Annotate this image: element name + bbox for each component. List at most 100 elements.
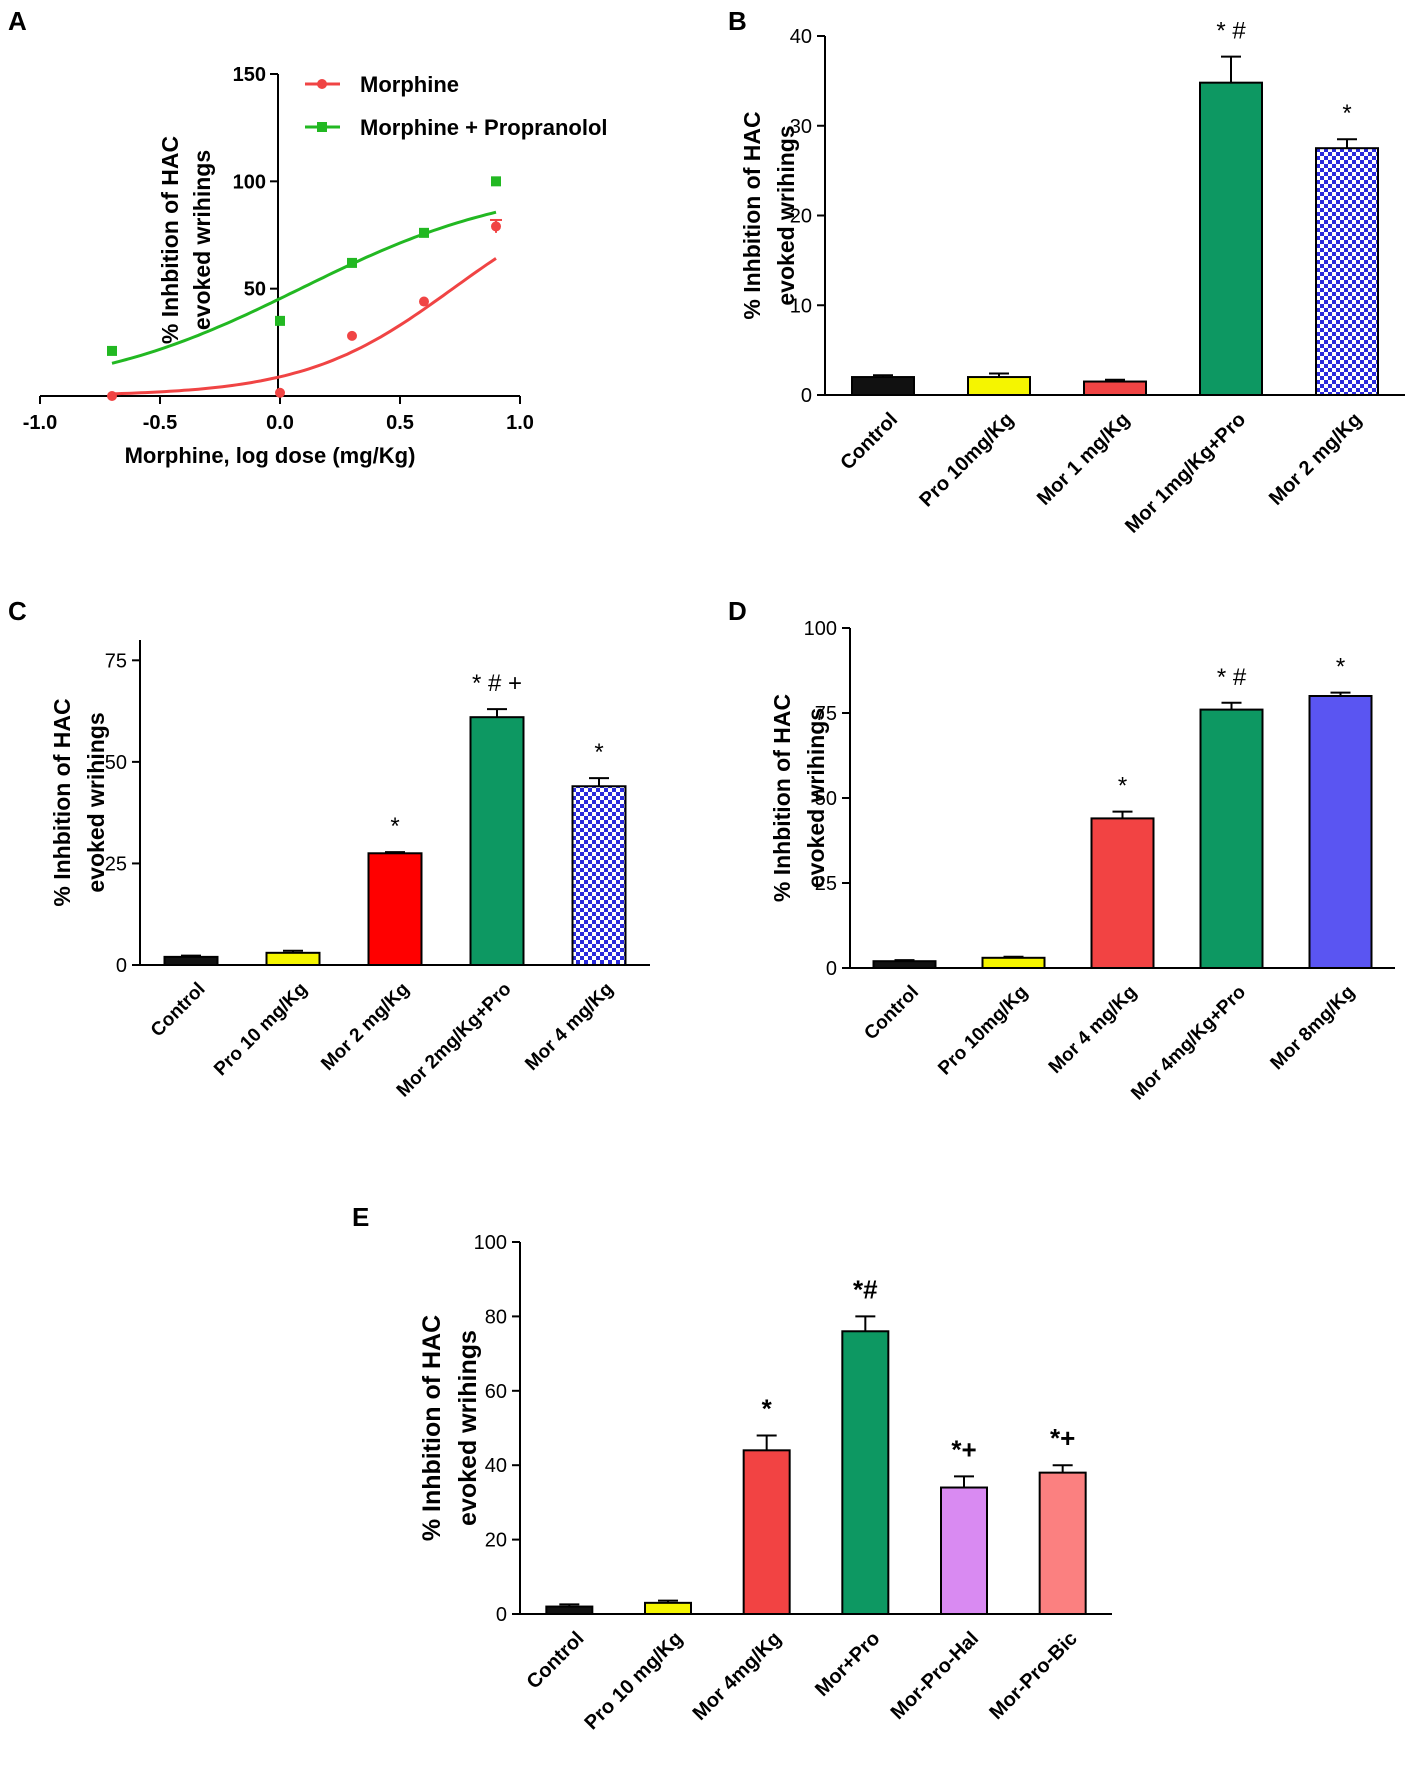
significance-label-e: *+ <box>951 1434 976 1464</box>
bar-e-4 <box>940 1486 988 1616</box>
category-label-group-d: Pro 10mg/Kg <box>934 982 1032 1080</box>
y-tick-label-e: 20 <box>485 1530 507 1552</box>
category-label-b: Control <box>836 409 902 475</box>
category-label-e: Mor+Pro <box>811 1628 884 1701</box>
significance-label-c: * # + <box>472 670 522 697</box>
category-label-d: Pro 10mg/Kg <box>934 982 1032 1080</box>
y-tick-label-b: 0 <box>801 385 812 407</box>
bar-b-3 <box>1199 81 1263 396</box>
legend-label: Morphine + Propranolol <box>360 115 608 140</box>
y-axis-label-a: % Inhbition of HAC evoked wrihings <box>157 136 215 344</box>
significance-label-e: *+ <box>1050 1423 1075 1453</box>
category-label-group-e: Control <box>523 1628 589 1694</box>
y-axis-label-line2: evoked wrihings <box>773 125 799 305</box>
category-label-group-e: Mor-Pro-Bic <box>985 1628 1081 1724</box>
significance-label-e: * <box>762 1393 773 1423</box>
category-label-group-b: Mor 1 mg/Kg <box>1033 409 1134 510</box>
y-axis-label-line1: % Inhbition of HAC <box>157 136 183 344</box>
point-morphine-propranolol <box>275 315 285 326</box>
y-axis-label-line1: % Inhbition of HAC <box>49 698 75 906</box>
bar-b-1 <box>967 376 1031 396</box>
y-axis-label-line2: evoked wrihings <box>83 712 109 892</box>
x-tick-label-a: -1.0 <box>23 412 57 434</box>
category-label-c: Control <box>147 979 210 1042</box>
y-tick-label-b: 20 <box>790 206 812 228</box>
y-axis-label-line2: evoked wrihings <box>454 1330 482 1526</box>
category-label-group-d: Mor 4mg/Kg+Pro <box>1127 982 1250 1105</box>
x-tick-label-a: -0.5 <box>143 412 177 434</box>
point-morphine <box>347 330 357 341</box>
panel-label-a: A <box>8 6 27 36</box>
y-tick-label-e: 60 <box>485 1381 507 1403</box>
category-label-b: Mor 2 mg/Kg <box>1265 409 1366 510</box>
bar-d-1 <box>981 956 1046 969</box>
x-axis-label-a: Morphine, log dose (mg/Kg) <box>125 443 416 468</box>
category-label-e: Mor-Pro-Bic <box>985 1628 1081 1724</box>
legend-marker <box>317 79 327 89</box>
category-label-c: Mor 2 mg/Kg <box>317 979 413 1075</box>
category-label-group-e: Mor+Pro <box>811 1628 884 1701</box>
x-tick-label-a: 0.5 <box>386 412 414 434</box>
point-morphine-propranolol <box>107 345 117 356</box>
category-label-e: Pro 10 mg/Kg <box>580 1628 687 1735</box>
bar-d-0 <box>872 960 937 970</box>
bar-c-1 <box>265 951 321 966</box>
panel-label-b: B <box>728 6 747 36</box>
category-label-b: Pro 10mg/Kg <box>915 409 1018 512</box>
y-tick-label-c: 50 <box>105 752 127 774</box>
category-label-c: Mor 2mg/Kg+Pro <box>393 979 516 1102</box>
point-morphine <box>491 221 501 232</box>
category-label-group-e: Mor-Pro-Hal <box>887 1628 983 1724</box>
y-tick-label-a: 100 <box>233 171 266 193</box>
category-label-d: Control <box>860 982 923 1045</box>
bar-d-3 <box>1199 708 1264 969</box>
category-label-group-b: Mor 2 mg/Kg <box>1265 409 1366 510</box>
category-label-group-c: Mor 2mg/Kg+Pro <box>393 979 516 1102</box>
y-tick-label-c: 75 <box>105 650 127 672</box>
significance-label-d: * <box>1336 654 1345 681</box>
y-tick-label-b: 40 <box>790 26 812 48</box>
legend-marker <box>317 122 327 132</box>
y-tick-label-a: 150 <box>233 64 266 86</box>
y-tick-label-d: 75 <box>815 703 837 725</box>
bar-b-0 <box>851 376 915 396</box>
y-axis-label-line2: evoked wrihings <box>803 708 829 888</box>
category-label-group-c: Mor 2 mg/Kg <box>317 979 413 1075</box>
chart-d: 0 25 50 75 100 % Inhbition of HAC evoked wrihi… <box>769 618 1395 1104</box>
bar-e-1 <box>644 1601 692 1615</box>
y-tick-label-e: 40 <box>485 1455 507 1477</box>
significance-label-b: * # <box>1216 18 1246 45</box>
point-morphine <box>419 296 429 307</box>
y-tick-label-d: 100 <box>804 618 837 640</box>
y-axis-label-line2: evoked wrihings <box>189 150 215 330</box>
chart-a: -1.0 -0.5 0.0 0.5 1.0 50 100 150 Morphine, log d… <box>23 64 608 468</box>
chart-c: 0 25 50 75 % Inhbition of HAC evoked wrihings… <box>49 640 650 1101</box>
bar-e-5 <box>1038 1471 1087 1616</box>
y-axis-label-b: % Inhbition of HAC evoked wrihings <box>739 111 799 319</box>
bar-b-4 <box>1315 147 1379 396</box>
point-morphine <box>107 391 117 401</box>
bar-d-4 <box>1308 695 1373 969</box>
y-tick-label-e: 100 <box>474 1232 507 1254</box>
panel-label-c: C <box>8 596 27 626</box>
y-axis-label-line1: % Inhbition of HAC <box>418 1315 446 1541</box>
point-morphine-propranolol <box>419 227 429 238</box>
legend-label: Morphine <box>360 72 459 97</box>
category-label-group-d: Mor 4 mg/Kg <box>1045 982 1141 1078</box>
x-tick-label-a: 1.0 <box>506 412 534 434</box>
category-label-b: Mor 1mg/Kg+Pro <box>1121 409 1250 538</box>
y-tick-label-e: 80 <box>485 1306 507 1328</box>
chart-e: 0 20 40 60 80 100 % Inhbition of HAC evoked wri… <box>418 1232 1112 1734</box>
category-label-e: Control <box>523 1628 589 1694</box>
point-morphine-propranolol <box>347 257 357 268</box>
category-label-d: Mor 8mg/Kg <box>1267 982 1359 1074</box>
bar-c-2 <box>367 852 423 966</box>
category-label-group-d: Mor 8mg/Kg <box>1267 982 1359 1074</box>
bar-c-0 <box>163 955 219 966</box>
y-axis-label-d: % Inhbition of HAC evoked wrihings <box>769 694 829 902</box>
y-tick-label-d: 50 <box>815 788 837 810</box>
y-tick-label-b: 10 <box>790 295 812 317</box>
bar-d-2 <box>1090 817 1155 970</box>
y-tick-label-d: 0 <box>826 958 837 980</box>
